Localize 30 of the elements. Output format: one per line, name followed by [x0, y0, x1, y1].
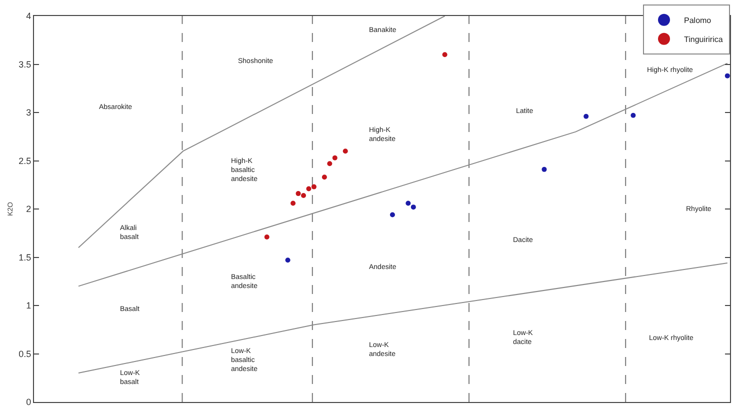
point [306, 186, 312, 192]
y-tick-label: 4 [26, 11, 32, 22]
point [630, 112, 636, 118]
point [542, 166, 547, 172]
point [442, 52, 448, 58]
y-tick-label: 1.5 [18, 252, 32, 262]
point [285, 258, 290, 263]
point [410, 204, 416, 210]
legend-label: Tinguiririca [684, 35, 724, 44]
point [327, 161, 332, 166]
point [290, 200, 296, 206]
point [301, 192, 306, 198]
point [311, 184, 316, 190]
y-tick-label: 3.5 [18, 59, 32, 70]
point [390, 212, 395, 218]
point [296, 191, 301, 196]
point [264, 234, 270, 240]
y-tick-label: 3 [26, 108, 32, 118]
y-tick-label: 0.5 [18, 348, 32, 359]
y-tick-label: 0 [26, 397, 32, 408]
point [322, 174, 327, 180]
point [332, 155, 338, 160]
point [406, 200, 411, 206]
point [342, 148, 348, 154]
y-tick-label: 2.5 [18, 156, 32, 166]
point [584, 114, 589, 119]
y-tick-label: 1 [26, 300, 32, 311]
point [724, 73, 730, 78]
y-tick-label: 2 [26, 204, 32, 214]
legend-label: Palomo [684, 16, 712, 26]
